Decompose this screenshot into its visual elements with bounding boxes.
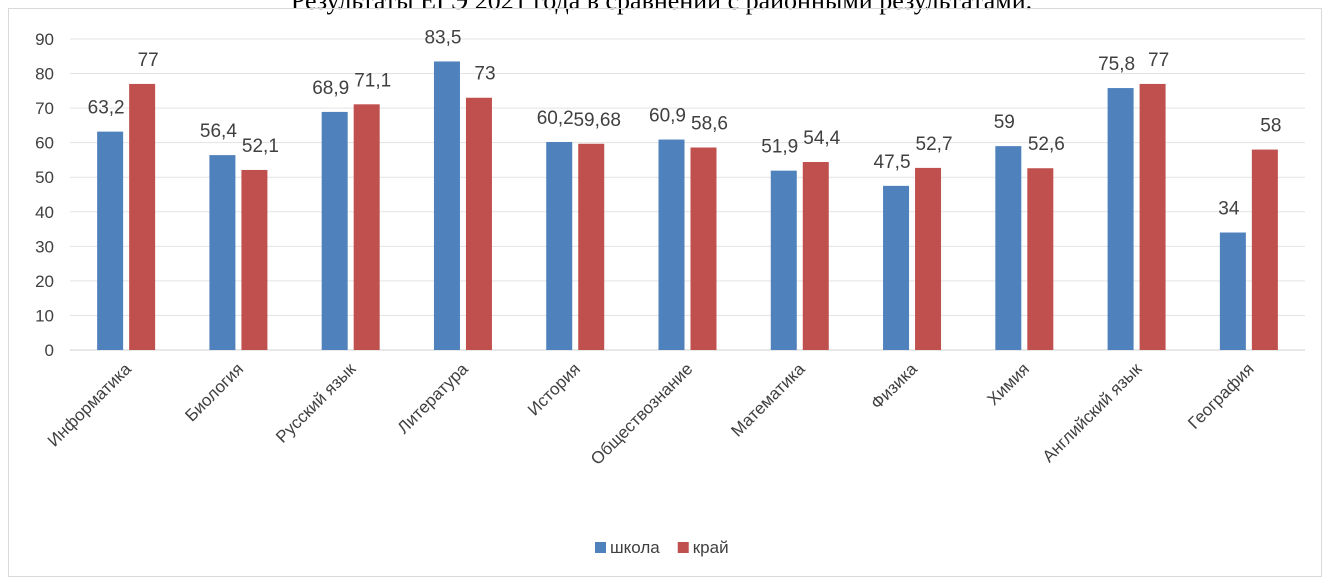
data-labels: 63,2 77 56,452,1 68,9 71,1 83,5 73 60,2 59,68 60,… bbox=[88, 27, 1282, 219]
category-label: Информатика bbox=[44, 359, 135, 450]
data-label: 63,2 bbox=[88, 98, 125, 119]
y-tick-label: 0 bbox=[45, 341, 54, 360]
data-label: 75,8 bbox=[1098, 54, 1135, 75]
y-tick-label: 30 bbox=[35, 237, 54, 256]
data-label: 52,1 bbox=[242, 136, 279, 157]
bar-region bbox=[690, 147, 717, 350]
bar-region bbox=[1027, 168, 1054, 350]
y-tick-label: 70 bbox=[35, 99, 54, 118]
bar-region bbox=[1139, 83, 1166, 350]
bar-school bbox=[995, 146, 1022, 350]
data-label: 54,4 bbox=[803, 128, 840, 149]
data-label: 51,9 bbox=[761, 137, 798, 158]
y-tick-label: 20 bbox=[35, 272, 54, 291]
category-label: Литература bbox=[394, 359, 472, 437]
bar-school bbox=[883, 185, 910, 350]
data-label: 52,6 bbox=[1028, 134, 1065, 155]
category-label: География bbox=[1184, 359, 1257, 432]
legend-swatch bbox=[595, 542, 606, 553]
data-label: 73 bbox=[474, 64, 495, 85]
chart-title: Результаты ЕГЭ 2021 года в сравнении с р… bbox=[290, 0, 1033, 15]
bar-region bbox=[915, 167, 942, 350]
y-tick-label: 10 bbox=[35, 306, 54, 325]
bar-school bbox=[1219, 232, 1246, 350]
legend-label: край bbox=[693, 538, 729, 557]
data-label: 56,4 bbox=[200, 121, 237, 142]
bar-region bbox=[129, 83, 156, 350]
data-label: 60,9 bbox=[649, 106, 686, 127]
data-label: 52,7 bbox=[916, 134, 953, 155]
data-label: 68,9 bbox=[312, 78, 349, 99]
bar-region bbox=[465, 97, 492, 350]
category-label: Химия bbox=[983, 359, 1033, 409]
category-label: История bbox=[524, 359, 584, 419]
category-label: Русский язык bbox=[272, 359, 360, 447]
bar-school bbox=[1107, 88, 1134, 351]
data-label: 77 bbox=[1148, 50, 1169, 71]
data-label: 34 bbox=[1218, 199, 1240, 220]
category-labels: Информатика Биология Русский язык Литератур… bbox=[44, 359, 1258, 469]
bar-school bbox=[658, 139, 685, 350]
category-label: Обществознание bbox=[587, 359, 696, 468]
gridlines bbox=[70, 38, 1305, 351]
y-tick-label: 80 bbox=[35, 65, 54, 84]
bar-region bbox=[802, 162, 829, 350]
bar-school bbox=[209, 155, 236, 350]
bar-region bbox=[578, 143, 605, 350]
bar-school bbox=[321, 111, 348, 350]
bar-region bbox=[1251, 149, 1278, 350]
y-tick-label: 40 bbox=[35, 203, 54, 222]
bar-region bbox=[241, 169, 268, 350]
y-tick-label: 50 bbox=[35, 168, 54, 187]
category-label: Математика bbox=[727, 359, 809, 441]
data-label: 83,5 bbox=[424, 27, 461, 48]
legend: школа край bbox=[595, 538, 729, 557]
legend-label: школа bbox=[610, 538, 660, 557]
data-label: 71,1 bbox=[354, 70, 391, 91]
data-label: 59 bbox=[994, 112, 1015, 133]
bar-school bbox=[546, 141, 573, 350]
data-label: 58 bbox=[1260, 116, 1281, 137]
category-label: Физика bbox=[867, 359, 921, 413]
bar-region bbox=[353, 104, 380, 350]
category-label: Биология bbox=[181, 359, 247, 425]
data-label: 58,6 bbox=[691, 114, 728, 135]
bar-school bbox=[433, 61, 460, 350]
bar-school bbox=[97, 131, 124, 350]
y-tick-label: 90 bbox=[35, 30, 54, 49]
data-label: 60,2 bbox=[537, 108, 574, 129]
plot-frame bbox=[8, 8, 1322, 577]
y-axis-ticks: 0 10 20 30 40 50 60 70 80 90 bbox=[35, 30, 54, 360]
data-label: 47,5 bbox=[874, 152, 911, 173]
data-label: 77 bbox=[138, 50, 159, 71]
legend-swatch bbox=[677, 542, 689, 553]
category-label: Английский язык bbox=[1039, 359, 1146, 466]
y-tick-label: 60 bbox=[35, 134, 54, 153]
bar-school bbox=[770, 170, 797, 350]
bars bbox=[97, 61, 1278, 351]
data-label: 59,68 bbox=[573, 110, 621, 131]
